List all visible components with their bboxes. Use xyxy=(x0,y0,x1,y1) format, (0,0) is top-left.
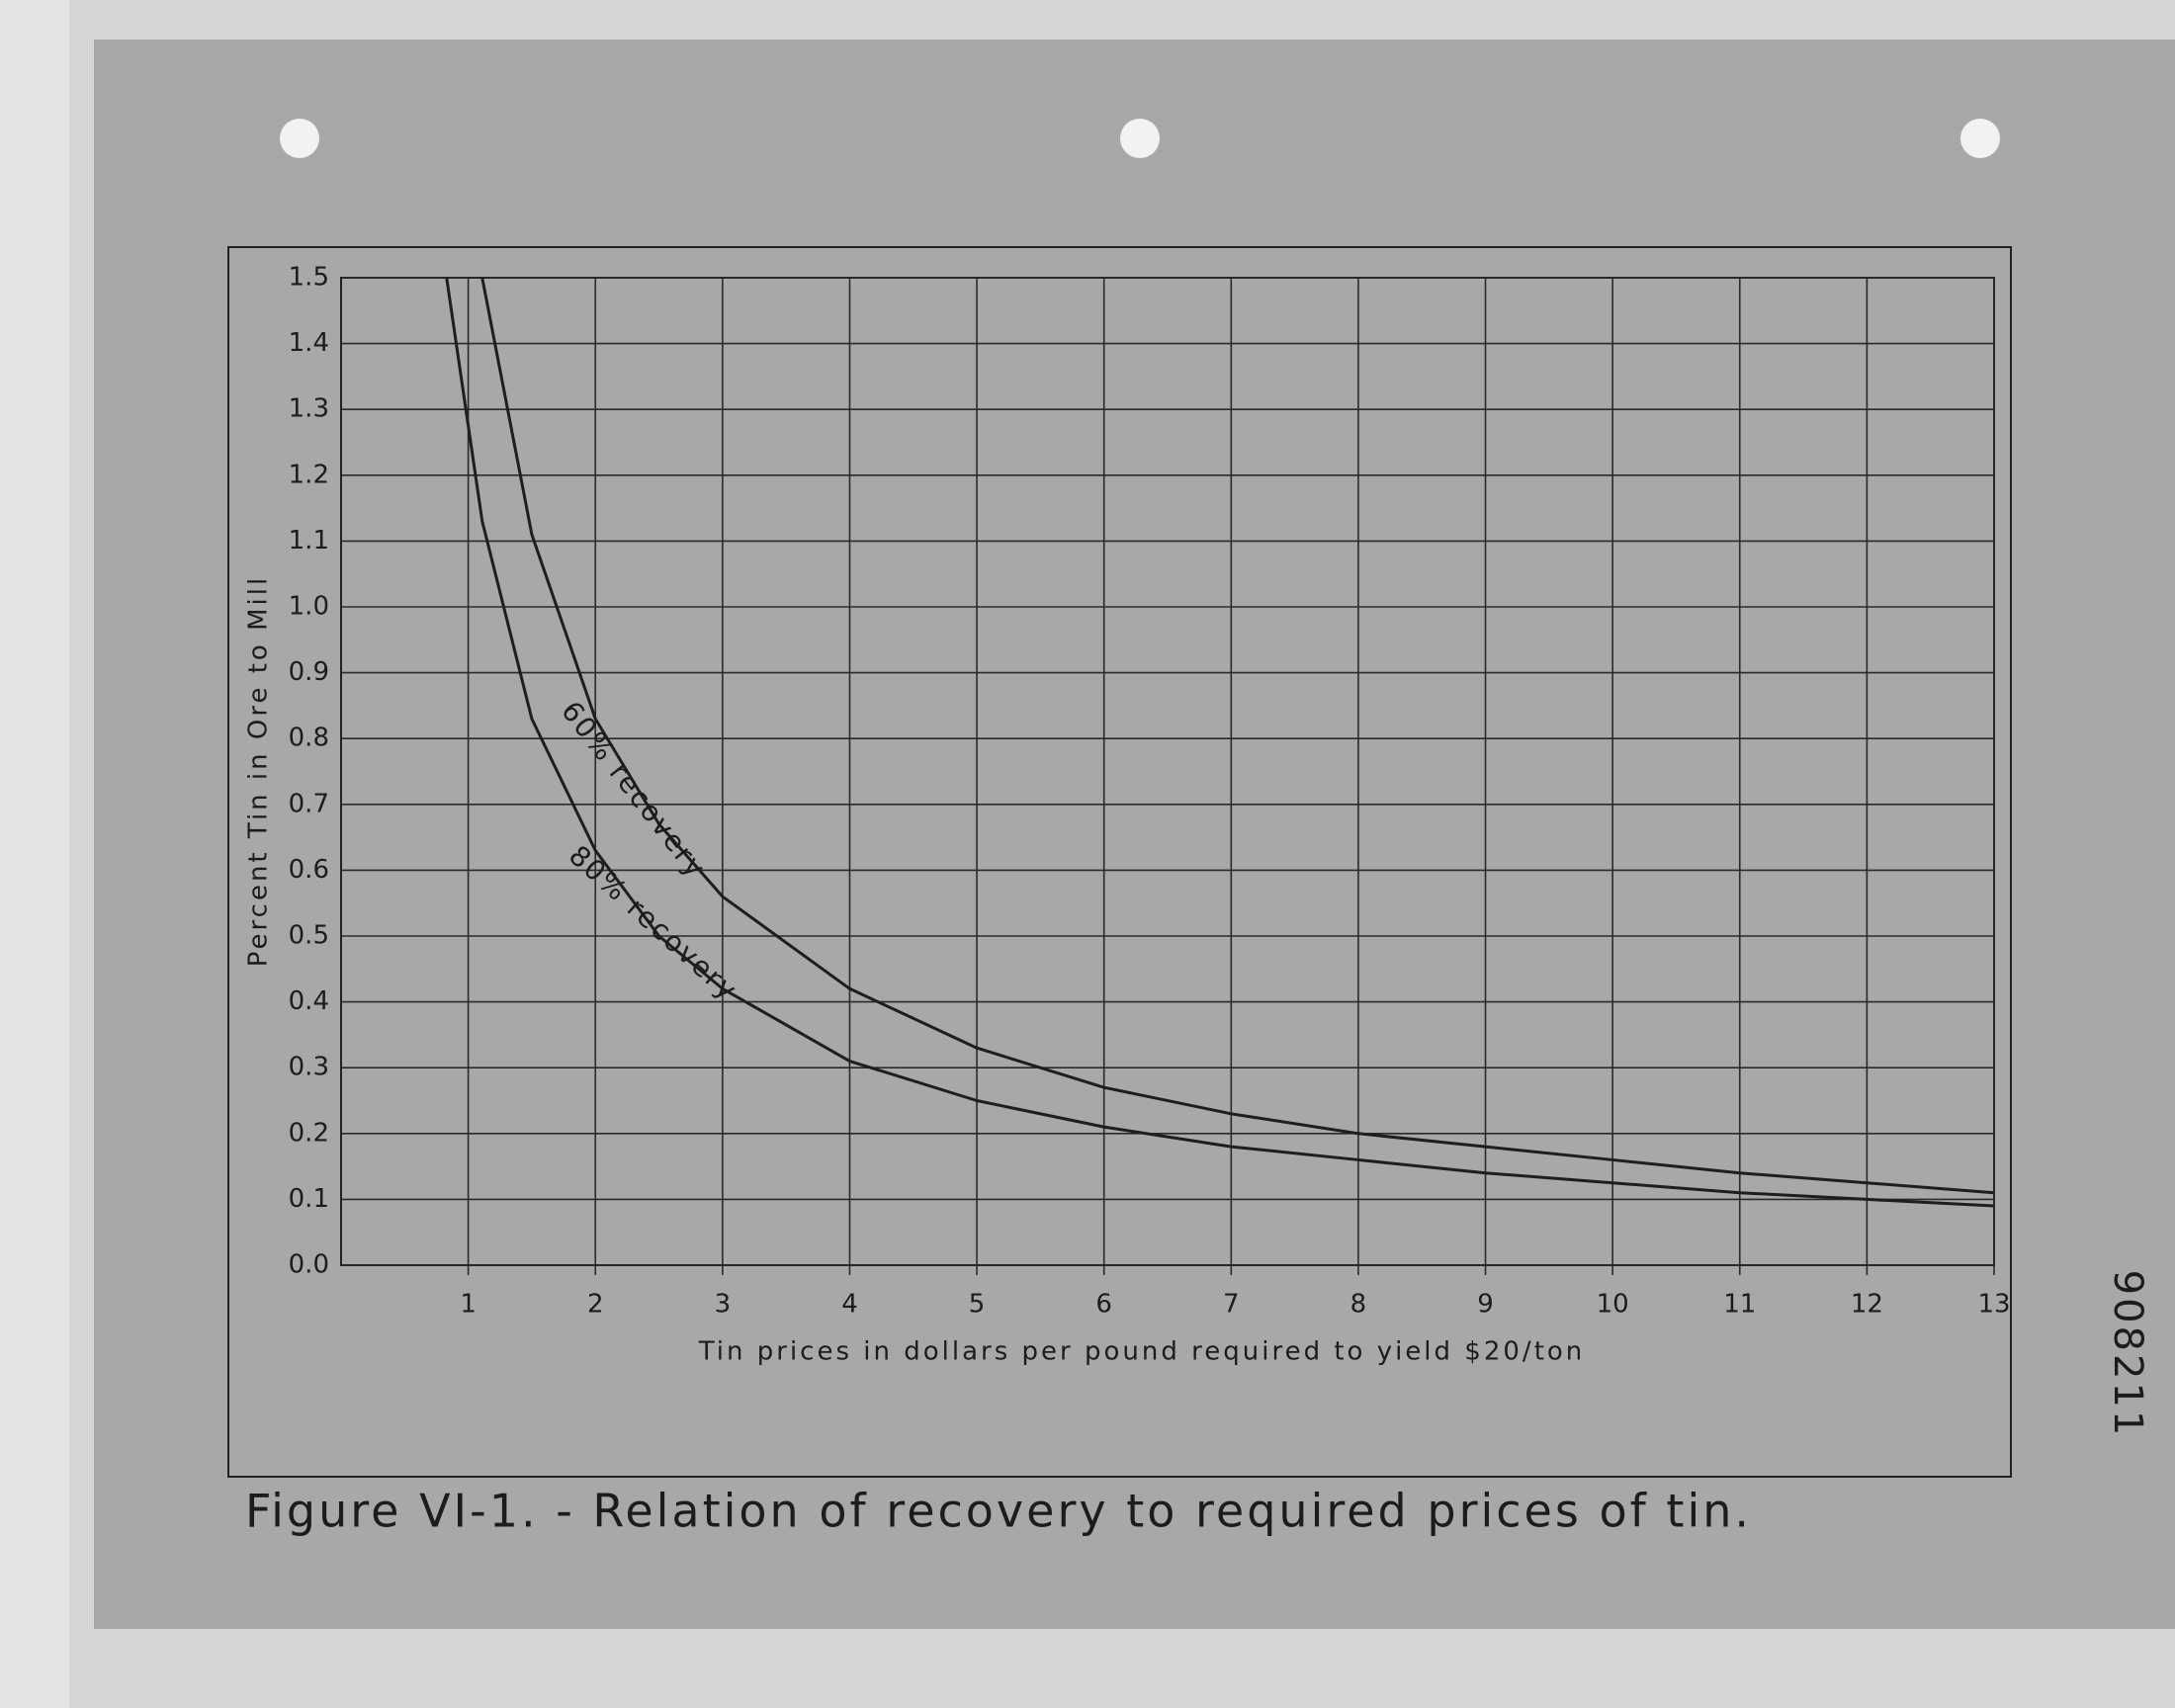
paper xyxy=(94,40,2175,1629)
caption: Figure VI-1. - Relation of recovery to r… xyxy=(245,1485,1752,1538)
y-tick-label: 0.0 xyxy=(289,1250,329,1280)
x-axis-label: Tin prices in dollars per pound required… xyxy=(698,1337,1586,1367)
x-tick-label: 8 xyxy=(1350,1290,1367,1320)
x-tick-label: 6 xyxy=(1095,1290,1112,1320)
y-tick-label: 0.5 xyxy=(289,921,329,951)
x-tick-label: 5 xyxy=(969,1290,986,1320)
y-tick-label: 1.0 xyxy=(289,592,329,622)
line-series xyxy=(480,277,1995,1195)
punch-hole xyxy=(280,119,319,158)
y-axis-label: Percent Tin in Ore to Mill xyxy=(244,575,274,967)
punch-hole xyxy=(1960,119,2000,158)
y-tick-label: 1.3 xyxy=(289,394,329,424)
y-tick-label: 0.1 xyxy=(289,1184,329,1214)
x-tick-label: 3 xyxy=(715,1290,732,1320)
x-tick-label: 13 xyxy=(1977,1290,2010,1320)
y-tick-label: 1.5 xyxy=(289,263,329,293)
y-tick-label: 0.6 xyxy=(289,855,329,885)
punch-hole xyxy=(1120,119,1160,158)
y-tick-label: 1.4 xyxy=(289,328,329,358)
y-tick-label: 0.9 xyxy=(289,657,329,687)
y-tick-label: 1.1 xyxy=(289,526,329,555)
y-tick-label: 0.7 xyxy=(289,789,329,818)
y-tick-label: 1.2 xyxy=(289,460,329,489)
x-tick-label: 7 xyxy=(1223,1290,1240,1320)
y-tick-label: 0.3 xyxy=(289,1053,329,1082)
x-tick-label: 12 xyxy=(1851,1290,1883,1320)
line-series xyxy=(445,277,1995,1208)
x-tick-label: 1 xyxy=(460,1290,477,1320)
x-tick-label: 9 xyxy=(1477,1290,1494,1320)
x-tick-label: 10 xyxy=(1597,1290,1629,1320)
side-note: 908211 xyxy=(2105,1270,2150,1439)
y-tick-label: 0.4 xyxy=(289,986,329,1016)
frame xyxy=(227,246,2012,1478)
y-tick-label: 0.8 xyxy=(289,724,329,753)
x-tick-label: 4 xyxy=(841,1290,858,1320)
y-tick-label: 0.2 xyxy=(289,1118,329,1148)
x-tick-label: 2 xyxy=(587,1290,604,1320)
x-tick-label: 11 xyxy=(1723,1290,1756,1320)
